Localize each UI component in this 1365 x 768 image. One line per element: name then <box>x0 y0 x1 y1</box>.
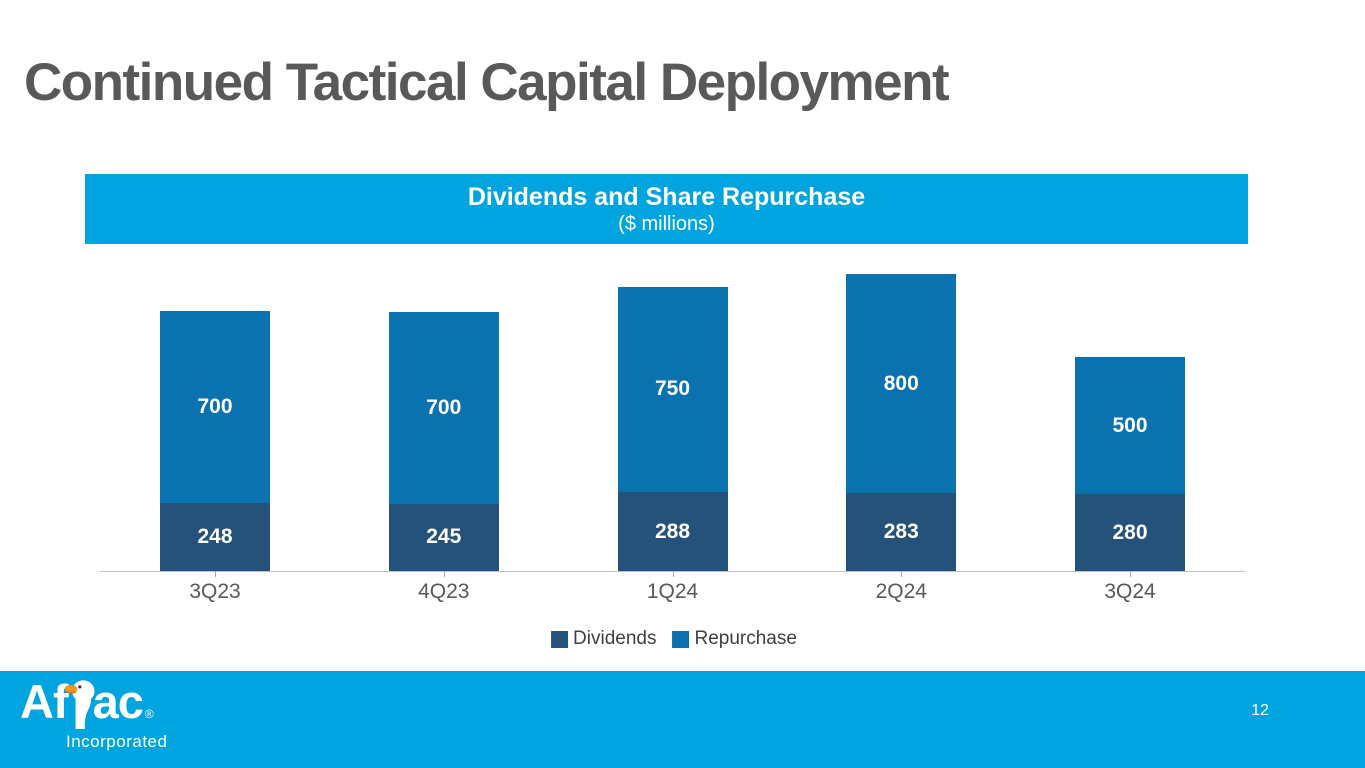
bar-value-label-repurchase-2Q24: 800 <box>883 371 919 395</box>
bar-value-label-dividends-3Q23: 248 <box>197 525 233 549</box>
logo-incorporated: Incorporated <box>66 732 168 751</box>
x-axis-tick <box>1130 571 1131 577</box>
logo-text-af: Af <box>20 675 69 728</box>
x-axis-label-1Q24: 1Q24 <box>646 580 699 603</box>
bar-segment-dividends-1Q24 <box>617 492 728 571</box>
legend-item-repurchase: Repurchase <box>672 628 797 650</box>
chart-header: Dividends and Share Repurchase ($ millio… <box>85 174 1248 244</box>
footer-band: Af ac ® Incorporated 12 <box>0 671 1365 768</box>
legend-swatch-dividends <box>551 630 569 648</box>
bar-value-label-repurchase-3Q23: 700 <box>197 395 233 419</box>
bar-segment-dividends-2Q24 <box>846 493 957 571</box>
legend-label-repurchase: Repurchase <box>694 628 797 649</box>
duck-icon <box>63 679 98 736</box>
chart-legend: Dividends Repurchase <box>551 628 797 650</box>
x-axis-label-4Q23: 4Q23 <box>418 580 470 603</box>
bar-segment-repurchase-2Q24 <box>846 274 957 494</box>
x-axis-label-3Q23: 3Q23 <box>189 580 241 603</box>
x-axis-line <box>100 571 1245 572</box>
aflac-logo: Af ac ® Incorporated <box>20 677 167 752</box>
bar-value-label-dividends-4Q23: 245 <box>426 525 462 549</box>
legend-label-dividends: Dividends <box>573 628 657 649</box>
x-axis-tick <box>901 571 903 577</box>
bar-value-label-dividends-2Q24: 283 <box>883 520 919 544</box>
slide-title: Continued Tactical Capital Deployment <box>24 53 950 112</box>
chart-title: Dividends and Share Repurchase <box>467 183 866 211</box>
x-axis-tick <box>443 571 445 577</box>
bar-value-label-repurchase-3Q24: 500 <box>1112 413 1148 437</box>
x-axis-tick <box>215 571 216 577</box>
bar-value-label-repurchase-1Q24: 750 <box>654 377 691 401</box>
legend-item-dividends: Dividends <box>551 628 656 650</box>
bar-segment-dividends-3Q24 <box>1075 494 1185 571</box>
bar-value-label-dividends-3Q24: 280 <box>1112 520 1148 544</box>
x-axis-label-2Q24: 2Q24 <box>875 580 927 603</box>
chart-subtitle: ($ millions) <box>618 213 715 235</box>
bar-segment-repurchase-3Q24 <box>1075 357 1185 495</box>
bar-segment-dividends-4Q23 <box>388 503 499 571</box>
registered-mark: ® <box>144 707 154 721</box>
bar-segment-repurchase-3Q23 <box>160 311 270 504</box>
bar-value-label-dividends-1Q24: 288 <box>654 519 691 543</box>
x-axis-label-3Q24: 3Q24 <box>1104 580 1156 603</box>
bar-segment-dividends-3Q23 <box>160 503 270 571</box>
bar-segment-repurchase-4Q23 <box>388 312 499 504</box>
legend-swatch-repurchase <box>672 630 690 648</box>
bar-value-label-repurchase-4Q23: 700 <box>426 395 462 419</box>
page-number: 12 <box>1251 702 1269 719</box>
bar-segment-repurchase-1Q24 <box>617 286 728 493</box>
logo-text-ac: ac <box>92 675 144 728</box>
x-axis-tick <box>672 571 674 577</box>
